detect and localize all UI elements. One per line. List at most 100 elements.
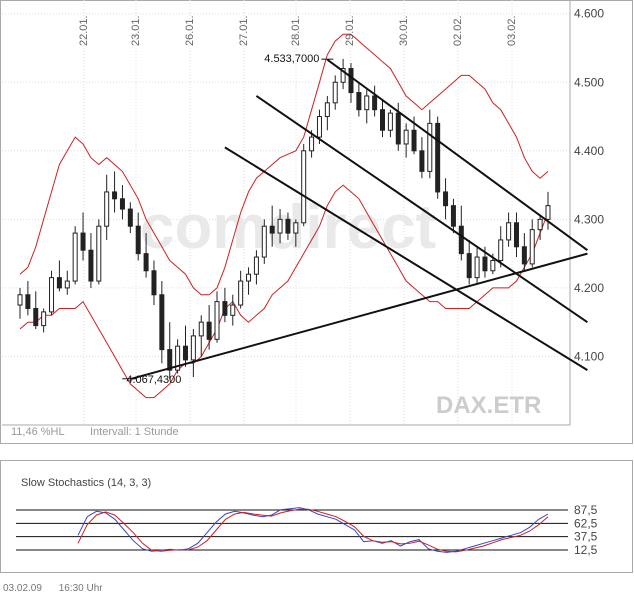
candle xyxy=(88,233,94,288)
candle xyxy=(238,270,244,309)
candle xyxy=(458,205,464,261)
bollinger-bands xyxy=(19,33,549,399)
candle xyxy=(332,75,338,110)
stochastics-title: Slow Stochastics (14, 3, 3) xyxy=(21,477,151,489)
stoch-y-label: 87,5 xyxy=(574,503,598,517)
candle-body xyxy=(380,109,386,131)
candle-body xyxy=(466,253,472,279)
x-axis-labels: 22.01. 23.01. 26.01. 27.01. 28.01. 29.01. 30.0… xyxy=(78,15,518,46)
trend-line xyxy=(224,146,588,372)
candle-body xyxy=(253,256,259,275)
x-tick-label: 27.01. xyxy=(238,15,250,46)
candle xyxy=(246,267,252,295)
x-tick-label: 23.01. xyxy=(130,15,142,46)
y-tick-label: 4.100 xyxy=(574,349,604,363)
candle xyxy=(403,123,409,158)
x-tick-label: 02.02. xyxy=(452,15,464,46)
candle xyxy=(222,287,228,323)
candle xyxy=(348,63,354,103)
trend-line xyxy=(326,58,588,252)
candle xyxy=(372,85,378,117)
candle-body xyxy=(387,112,393,131)
candle xyxy=(537,215,543,240)
candle-body xyxy=(151,270,157,296)
candle xyxy=(104,174,110,240)
candle-body xyxy=(167,349,173,371)
candle xyxy=(419,137,425,179)
stochastics-frame xyxy=(0,460,633,573)
candle xyxy=(17,287,23,319)
candle-body xyxy=(372,95,378,111)
candle xyxy=(175,339,181,374)
price-annotation: 4.067,4300 xyxy=(122,374,181,386)
candle xyxy=(80,212,86,261)
candle xyxy=(198,315,204,357)
candle xyxy=(466,239,472,285)
candle-body xyxy=(324,102,330,118)
x-tick-label: 03.02. xyxy=(506,15,518,46)
candle-body xyxy=(56,277,62,289)
candle xyxy=(127,202,133,234)
candle-body xyxy=(513,222,519,248)
candle-body xyxy=(395,112,401,145)
candle-body xyxy=(482,256,488,272)
candle-body xyxy=(419,150,425,172)
candle-body xyxy=(309,136,315,152)
y-tick-label: 4.200 xyxy=(574,281,604,295)
candle-body xyxy=(17,294,23,306)
candle-body xyxy=(301,150,307,224)
candle xyxy=(230,294,236,326)
candle-body xyxy=(88,249,94,282)
candle xyxy=(190,329,196,378)
candle-body xyxy=(411,129,417,152)
footer-time: 16:30 Uhr xyxy=(58,583,103,594)
candle xyxy=(269,205,275,247)
candle-body xyxy=(529,229,535,265)
candle xyxy=(387,109,393,138)
stoch-y-label: 37,5 xyxy=(574,530,598,544)
symbol-label: DAX.ETR xyxy=(436,392,541,419)
candle-body xyxy=(143,253,149,272)
candle-body xyxy=(49,277,55,313)
candle-body xyxy=(521,246,527,265)
candle xyxy=(443,178,449,220)
x-tick-label: 30.01. xyxy=(398,15,410,46)
candle xyxy=(261,219,267,264)
candle-body xyxy=(112,191,118,200)
candle xyxy=(301,143,307,227)
candle-body xyxy=(261,225,267,258)
candle xyxy=(293,219,299,247)
stochastics-lines xyxy=(77,507,549,553)
candle-body xyxy=(198,321,204,337)
candle xyxy=(380,99,386,138)
candle-body xyxy=(545,205,551,220)
annotation-high: 4.533,7000 xyxy=(264,53,319,65)
lower-band-line xyxy=(19,184,549,399)
candle-body xyxy=(474,256,480,279)
candle-body xyxy=(222,301,228,316)
candle-body xyxy=(427,122,433,172)
candle-body xyxy=(238,280,244,306)
stoch-d-line xyxy=(77,508,549,553)
stoch-y-label: 12,5 xyxy=(574,543,598,557)
y-tick-label: 4.300 xyxy=(574,212,604,226)
candle xyxy=(25,281,31,316)
candle-body xyxy=(246,273,252,282)
candle xyxy=(96,219,102,285)
candle xyxy=(356,82,362,117)
candle-body xyxy=(364,95,370,111)
main-grid xyxy=(2,0,571,426)
x-tick-label: 28.01. xyxy=(290,15,302,46)
stochastics-y-labels: 87,562,537,512,5 xyxy=(574,503,598,557)
candle xyxy=(253,250,259,285)
candle xyxy=(159,281,165,364)
candle-body xyxy=(214,301,220,340)
annotation-low: 4.067,4300 xyxy=(126,374,181,386)
candle xyxy=(513,212,519,258)
candle xyxy=(64,270,70,295)
candle xyxy=(119,185,125,220)
candle-body xyxy=(127,208,133,227)
candle xyxy=(529,219,535,268)
candle xyxy=(427,109,433,179)
